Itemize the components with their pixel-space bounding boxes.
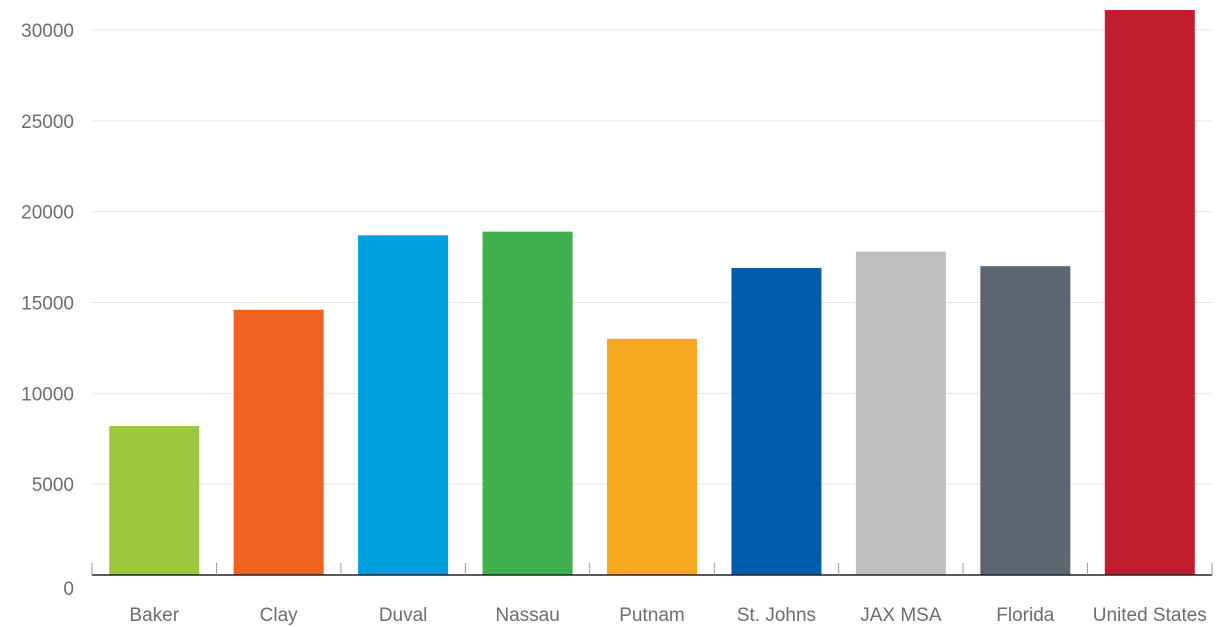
y-tick-label: 25000 (21, 112, 74, 133)
bar-nassau (482, 231, 573, 575)
bar-united-states (1104, 10, 1195, 576)
x-category-label: Baker (129, 605, 179, 626)
y-tick-label: 20000 (21, 203, 74, 224)
x-category-label: JAX MSA (860, 605, 942, 626)
bars (109, 10, 1195, 576)
bar-jax-msa (855, 251, 946, 575)
x-category-label: Nassau (495, 605, 559, 626)
bar-florida (980, 266, 1071, 575)
bar-duval (358, 235, 449, 576)
bar-putnam (607, 338, 697, 575)
y-tick-label: 0 (63, 579, 74, 600)
y-tick-label: 5000 (32, 475, 74, 496)
y-axis-tick-labels: 0 5000 10000 15000 20000 25000 30000 (21, 21, 74, 600)
x-category-label: Duval (379, 605, 428, 626)
x-category-label: United States (1093, 605, 1207, 626)
x-axis (91, 563, 1213, 576)
y-tick-label: 15000 (21, 294, 74, 315)
bar-clay (233, 309, 324, 575)
x-axis-category-labels: Baker Clay Duval Nassau Putnam St. Johns JAX M… (129, 605, 1206, 626)
x-category-label: Florida (996, 605, 1055, 626)
x-category-label: St. Johns (737, 605, 816, 626)
y-tick-label: 10000 (21, 384, 74, 405)
x-category-label: Clay (260, 605, 299, 626)
bar-baker (109, 426, 200, 575)
bar-st-johns (731, 267, 822, 575)
x-category-label: Putnam (619, 605, 684, 626)
y-tick-label: 30000 (21, 21, 74, 42)
